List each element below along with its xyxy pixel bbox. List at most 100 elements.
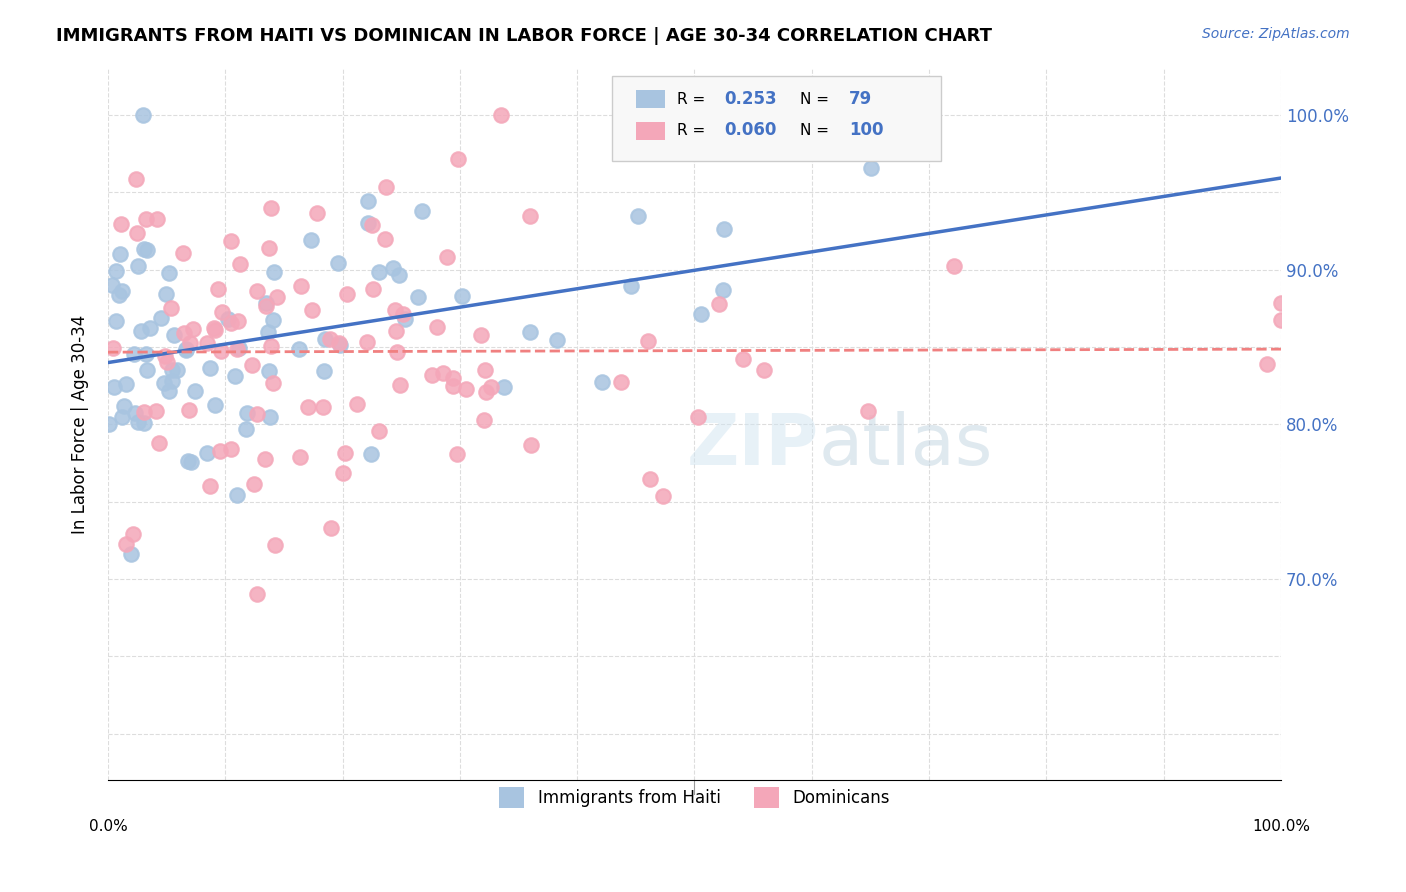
Immigrants from Haiti xyxy=(236,406,259,420)
Dominicans xyxy=(290,450,312,464)
Text: 0.060: 0.060 xyxy=(724,121,776,139)
Dominicans xyxy=(374,232,396,246)
Dominicans xyxy=(177,403,200,417)
Dominicans xyxy=(489,108,512,122)
Dominicans xyxy=(441,379,464,393)
Immigrants from Haiti xyxy=(859,161,882,175)
Dominicans xyxy=(145,211,167,226)
Immigrants from Haiti xyxy=(174,343,197,357)
Dominicans xyxy=(172,245,194,260)
Immigrants from Haiti xyxy=(129,324,152,338)
Dominicans xyxy=(856,404,879,418)
Immigrants from Haiti xyxy=(224,368,246,383)
Immigrants from Haiti xyxy=(155,287,177,301)
Dominicans xyxy=(731,352,754,367)
Immigrants from Haiti xyxy=(157,266,180,280)
Dominicans xyxy=(446,447,468,461)
Immigrants from Haiti xyxy=(626,209,648,223)
Immigrants from Haiti xyxy=(226,488,249,502)
Dominicans xyxy=(472,413,495,427)
Immigrants from Haiti xyxy=(112,399,135,413)
Immigrants from Haiti xyxy=(136,243,159,257)
Dominicans xyxy=(346,397,368,411)
Dominicans xyxy=(336,286,359,301)
Dominicans xyxy=(148,436,170,450)
Dominicans xyxy=(207,282,229,296)
Dominicans xyxy=(242,358,264,372)
Dominicans xyxy=(301,302,323,317)
Legend: Immigrants from Haiti, Dominicans: Immigrants from Haiti, Dominicans xyxy=(492,780,897,814)
Dominicans xyxy=(254,299,277,313)
Dominicans xyxy=(361,282,384,296)
Immigrants from Haiti xyxy=(235,421,257,435)
Immigrants from Haiti xyxy=(217,311,239,326)
Dominicans xyxy=(754,363,776,377)
Dominicans xyxy=(392,308,415,322)
Immigrants from Haiti xyxy=(163,327,186,342)
Immigrants from Haiti xyxy=(299,233,322,247)
Dominicans xyxy=(173,326,195,341)
Dominicans xyxy=(319,332,342,346)
Immigrants from Haiti xyxy=(132,108,155,122)
Immigrants from Haiti xyxy=(110,285,132,299)
Text: R =: R = xyxy=(676,123,710,138)
Immigrants from Haiti xyxy=(357,216,380,230)
Dominicans xyxy=(226,313,249,327)
Dominicans xyxy=(519,209,541,223)
Dominicans xyxy=(375,180,398,194)
Immigrants from Haiti xyxy=(356,194,378,208)
Text: 79: 79 xyxy=(849,90,873,108)
Dominicans xyxy=(195,336,218,351)
Dominicans xyxy=(384,303,406,318)
Immigrants from Haiti xyxy=(149,311,172,326)
Dominicans xyxy=(260,201,283,215)
Dominicans xyxy=(432,366,454,380)
Text: 100.0%: 100.0% xyxy=(1251,819,1310,834)
Dominicans xyxy=(470,328,492,343)
Dominicans xyxy=(943,259,966,273)
Immigrants from Haiti xyxy=(620,278,643,293)
Dominicans xyxy=(202,320,225,334)
Dominicans xyxy=(441,371,464,385)
Bar xyxy=(636,90,665,108)
Dominicans xyxy=(246,587,269,601)
Immigrants from Haiti xyxy=(180,455,202,469)
Dominicans xyxy=(198,478,221,492)
Dominicans xyxy=(652,490,675,504)
Dominicans xyxy=(422,368,444,383)
Dominicans xyxy=(260,339,283,353)
Immigrants from Haiti xyxy=(197,446,219,460)
Immigrants from Haiti xyxy=(160,363,183,377)
Immigrants from Haiti xyxy=(288,342,311,356)
Dominicans xyxy=(254,452,277,467)
Dominicans xyxy=(707,297,730,311)
Y-axis label: In Labor Force | Age 30-34: In Labor Force | Age 30-34 xyxy=(72,315,89,534)
Immigrants from Haiti xyxy=(713,221,735,235)
Immigrants from Haiti xyxy=(394,311,416,326)
Immigrants from Haiti xyxy=(259,410,281,425)
Text: R =: R = xyxy=(676,92,710,107)
Immigrants from Haiti xyxy=(97,417,120,431)
Text: ZIP: ZIP xyxy=(688,411,820,480)
Immigrants from Haiti xyxy=(136,362,159,376)
Immigrants from Haiti xyxy=(166,362,188,376)
Dominicans xyxy=(389,377,412,392)
Dominicans xyxy=(153,350,176,364)
Immigrants from Haiti xyxy=(257,363,280,377)
Dominicans xyxy=(132,405,155,419)
Dominicans xyxy=(160,301,183,315)
Dominicans xyxy=(221,442,243,456)
Dominicans xyxy=(454,382,477,396)
Immigrants from Haiti xyxy=(157,384,180,399)
Dominicans xyxy=(368,424,391,438)
Dominicans xyxy=(122,527,145,541)
Dominicans xyxy=(226,343,249,357)
Dominicans xyxy=(145,403,167,417)
Immigrants from Haiti xyxy=(519,325,541,339)
Dominicans xyxy=(181,322,204,336)
Immigrants from Haiti xyxy=(388,268,411,282)
Dominicans xyxy=(332,466,354,480)
Text: 0.0%: 0.0% xyxy=(89,819,128,834)
Dominicans xyxy=(246,407,269,421)
Dominicans xyxy=(219,234,242,248)
